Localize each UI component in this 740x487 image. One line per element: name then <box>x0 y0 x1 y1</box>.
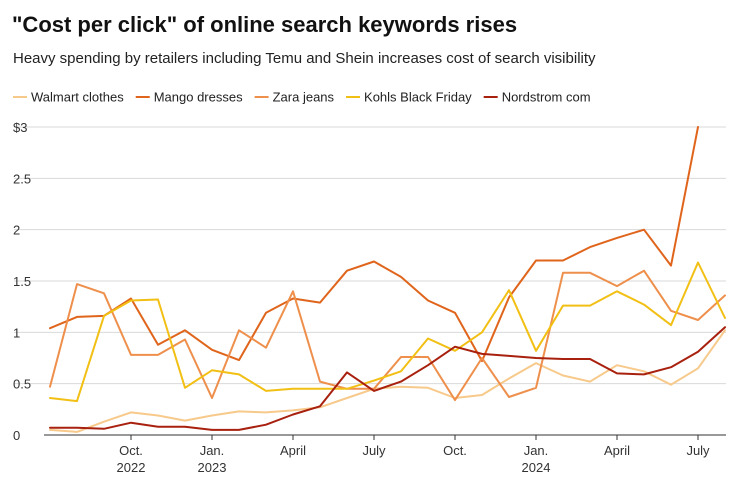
x-tick-year-label: 2023 <box>198 460 227 475</box>
legend-label: Mango dresses <box>154 90 243 105</box>
x-tick-label: Jan. <box>524 443 549 458</box>
legend-label: Nordstrom com <box>502 90 591 105</box>
legend-item-mango-dresses: Mango dresses <box>135 90 243 105</box>
series-line-mango-dresses <box>49 126 699 363</box>
legend-item-nordstrom-com: Nordstrom com <box>483 90 591 105</box>
legend-label: Zara jeans <box>273 90 335 105</box>
series-line-zara-jeans <box>49 269 726 402</box>
y-tick-label: 0.5 <box>13 377 31 392</box>
x-tick-label: Oct. <box>443 443 467 458</box>
x-axis: Oct. 2022 Jan. 2023 April July Oct. Jan. 2024 Apr… <box>117 435 710 475</box>
legend-item-zara-jeans: Zara jeans <box>254 90 335 105</box>
chart-title: "Cost per click" of online search keywor… <box>12 12 517 37</box>
series-line-walmart-clothes <box>49 329 726 433</box>
x-tick-label: July <box>362 443 386 458</box>
x-tick-label: April <box>604 443 630 458</box>
x-tick-label: April <box>280 443 306 458</box>
series-line-kohls-black-friday <box>49 261 726 403</box>
x-tick-year-label: 2024 <box>522 460 551 475</box>
y-tick-label: 1 <box>13 325 20 340</box>
chart-subtitle: Heavy spending by retailers including Te… <box>13 50 596 67</box>
y-tick-label: 1.5 <box>13 274 31 289</box>
y-tick-label: 2.5 <box>13 171 31 186</box>
legend: Walmart clothes Mango dresses Zara jeans Ko… <box>13 90 591 105</box>
legend-label: Kohls Black Friday <box>364 90 472 105</box>
x-tick-label: Oct. <box>119 443 143 458</box>
gridlines <box>14 126 726 436</box>
x-tick-year-label: 2022 <box>117 460 146 475</box>
series-line-nordstrom-com <box>49 326 726 431</box>
legend-item-walmart-clothes: Walmart clothes <box>13 90 124 105</box>
x-tick-label: July <box>686 443 710 458</box>
y-tick-label: $3 <box>13 120 27 135</box>
series-lines <box>49 126 726 433</box>
y-axis: 0 0.5 1 1.5 2 2.5 $3 <box>13 120 31 443</box>
y-tick-label: 2 <box>13 223 20 238</box>
legend-item-kohls-black-friday: Kohls Black Friday <box>346 90 472 105</box>
legend-label: Walmart clothes <box>31 90 124 105</box>
x-tick-label: Jan. <box>200 443 225 458</box>
y-tick-label: 0 <box>13 428 20 443</box>
